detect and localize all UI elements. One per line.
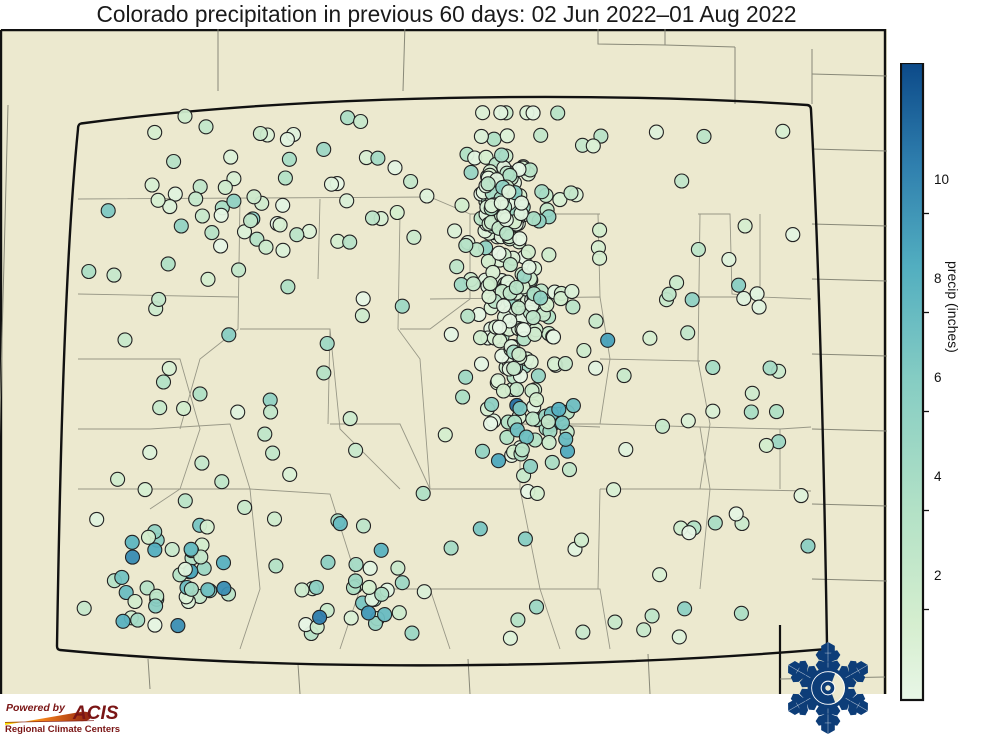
svg-text:Regional Climate Centers: Regional Climate Centers xyxy=(5,724,120,735)
svg-text:ACIS: ACIS xyxy=(72,703,119,724)
svg-text:Powered by: Powered by xyxy=(6,702,66,714)
